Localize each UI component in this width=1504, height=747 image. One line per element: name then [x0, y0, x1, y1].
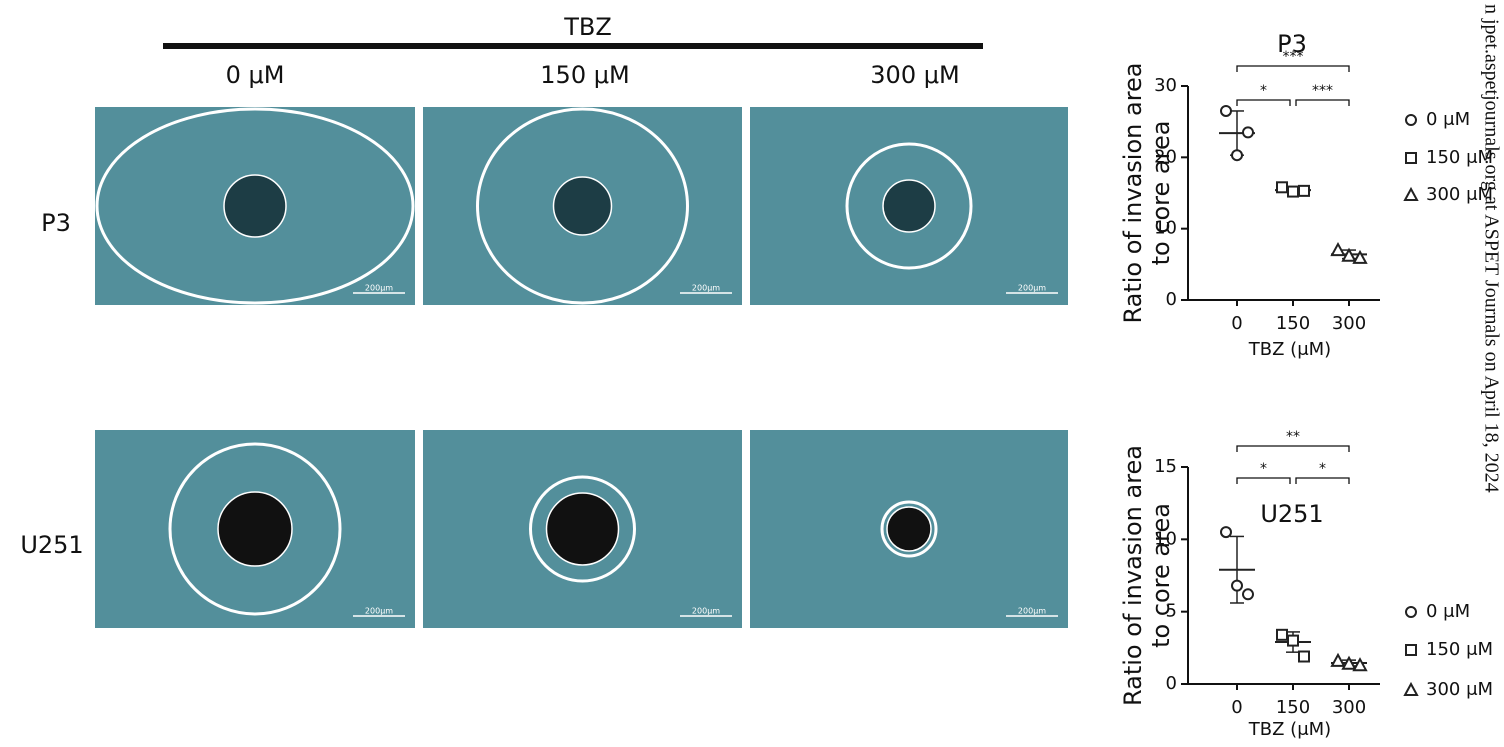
scale-bar-label: 200μm	[365, 607, 393, 616]
x-axis-label: TBZ (μM)	[1248, 719, 1331, 740]
y-tick-label: 20	[1154, 146, 1177, 167]
scale-bar-label: 200μm	[692, 607, 720, 616]
y-axis-label: Ratio of invasion area	[1119, 62, 1147, 323]
x-tick-label: 150	[1276, 313, 1310, 334]
significance-bracket	[1237, 66, 1349, 72]
y-axis-label: to core area	[1147, 121, 1175, 266]
significance-label: **	[1286, 429, 1300, 445]
spheroid-core	[883, 180, 935, 232]
significance-bracket	[1237, 100, 1290, 106]
data-point	[1243, 589, 1253, 599]
data-point	[1221, 106, 1231, 116]
significance-label: *	[1260, 461, 1267, 477]
x-tick-label: 0	[1231, 697, 1242, 718]
column-label: 0 μM	[226, 61, 285, 89]
spheroid-core	[554, 177, 612, 235]
spheroid-core	[547, 493, 619, 565]
significance-label: *	[1319, 461, 1326, 477]
x-tick-label: 150	[1276, 697, 1310, 718]
significance-bracket	[1237, 478, 1290, 484]
y-axis-label: Ratio of invasion area	[1119, 445, 1147, 706]
scale-bar-label: 200μm	[365, 284, 393, 293]
legend-label: 0 μM	[1426, 109, 1470, 130]
row-label: P3	[41, 209, 71, 237]
spheroid-core	[224, 175, 286, 237]
x-tick-label: 0	[1231, 313, 1242, 334]
significance-label: ***	[1283, 49, 1304, 65]
significance-label: *	[1260, 83, 1267, 99]
data-point	[1406, 153, 1416, 163]
data-point	[1406, 645, 1416, 655]
y-tick-label: 0	[1166, 289, 1177, 310]
data-point	[1288, 636, 1298, 646]
legend-label: 0 μM	[1426, 601, 1470, 622]
significance-bracket	[1237, 446, 1349, 452]
legend-label: 300 μM	[1426, 184, 1493, 205]
data-point	[1277, 182, 1287, 192]
y-tick-label: 10	[1154, 218, 1177, 239]
data-point	[1406, 607, 1416, 617]
column-label: 300 μM	[870, 61, 959, 89]
y-tick-label: 0	[1166, 673, 1177, 694]
significance-bracket	[1296, 478, 1349, 484]
data-point	[1405, 189, 1417, 200]
legend-label: 150 μM	[1426, 147, 1493, 168]
data-point	[1405, 684, 1417, 695]
spheroid-core	[887, 507, 931, 551]
scale-bar-label: 200μm	[1018, 284, 1046, 293]
y-axis-label: to core area	[1147, 503, 1175, 648]
data-point	[1406, 115, 1416, 125]
chart-title: U251	[1260, 500, 1323, 528]
x-tick-label: 300	[1332, 313, 1366, 334]
data-point	[1232, 150, 1242, 160]
y-tick-label: 10	[1154, 528, 1177, 549]
column-label: 150 μM	[540, 61, 629, 89]
data-point	[1299, 652, 1309, 662]
scale-bar-label: 200μm	[1018, 607, 1046, 616]
row-label: U251	[20, 531, 83, 559]
data-point	[1221, 527, 1231, 537]
x-tick-label: 300	[1332, 697, 1366, 718]
watermark: n jpet.aspetjournals.org at ASPET Journa…	[1480, 4, 1502, 493]
legend-label: 300 μM	[1426, 679, 1493, 700]
legend-label: 150 μM	[1426, 639, 1493, 660]
data-point	[1288, 187, 1298, 197]
micrographs: 200μm 200μm 200μm 200μm 200μm 200μm	[95, 107, 1068, 628]
data-point	[1299, 186, 1309, 196]
y-tick-label: 5	[1166, 601, 1177, 622]
significance-label: ***	[1312, 83, 1333, 99]
figure: TBZ 0 μM 150 μM 300 μM P3 U251 200μm200μ…	[0, 0, 1504, 747]
significance-bracket	[1296, 100, 1349, 106]
spheroid-core	[218, 492, 292, 566]
data-point	[1243, 127, 1253, 137]
data-point	[1232, 581, 1242, 591]
treatment-header: TBZ	[563, 13, 612, 41]
data-point	[1277, 630, 1287, 640]
y-tick-label: 15	[1154, 456, 1177, 477]
x-axis-label: TBZ (μM)	[1248, 339, 1331, 360]
y-tick-label: 30	[1154, 75, 1177, 96]
scale-bar-label: 200μm	[692, 284, 720, 293]
